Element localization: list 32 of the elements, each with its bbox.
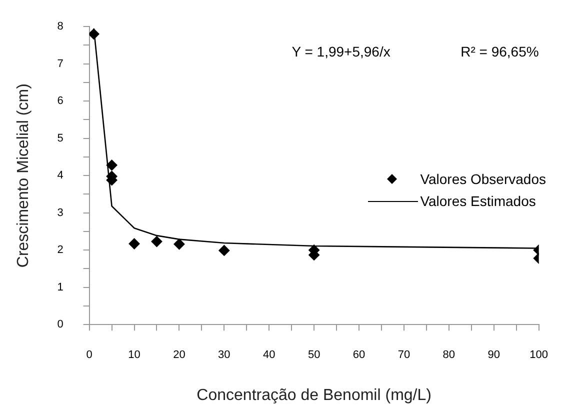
x-tick-label: 80 <box>442 349 456 362</box>
annotation: Y = 1,99+5,96/x <box>292 43 390 60</box>
y-tick-label: 0 <box>57 318 64 331</box>
y-tick-label: 4 <box>57 170 64 182</box>
point <box>106 160 118 171</box>
x-tick-label: 50 <box>308 349 320 362</box>
legend-label: Valores Estimados <box>420 192 536 211</box>
x-tick-label: 20 <box>173 349 186 362</box>
x-tick-label: 10 <box>128 349 140 362</box>
x-tick-label: 0 <box>86 349 92 362</box>
y-axis-title: Crescimento Micelial (cm) <box>15 84 32 268</box>
point <box>128 238 140 250</box>
x-tick-label: 40 <box>262 349 276 362</box>
y-tick-label: 1 <box>57 281 64 294</box>
legend-label: Valores Observados <box>420 170 546 189</box>
y-tick-label: 8 <box>57 20 64 33</box>
y-tick-label: 3 <box>57 206 64 219</box>
x-tick-label: 100 <box>530 349 548 362</box>
x-tick-label: 70 <box>398 349 410 362</box>
point <box>174 238 185 250</box>
x-tick-label: 90 <box>488 349 500 362</box>
y-tick-label: 7 <box>57 58 64 70</box>
x-axis-title: Concentração de Benomil (mg/L) <box>196 386 432 404</box>
y-tick-label: 6 <box>57 95 64 108</box>
annotation: R² = 96,65% <box>460 43 539 60</box>
point <box>218 244 230 256</box>
point <box>89 28 100 40</box>
y-tick-label: 5 <box>57 132 64 144</box>
x-tick-label: 60 <box>352 349 366 362</box>
y-tick-label: 2 <box>57 244 64 256</box>
x-tick-label: 30 <box>218 349 230 362</box>
point <box>151 236 162 248</box>
